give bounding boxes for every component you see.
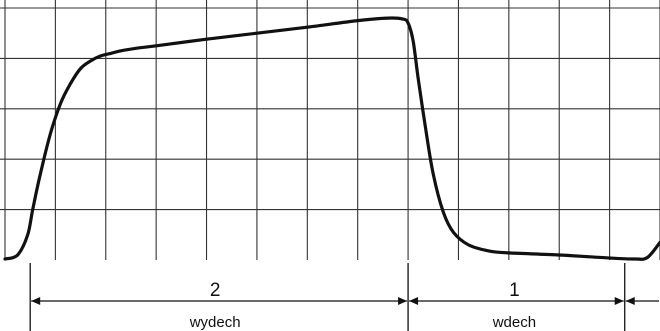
phase-label-inspiration: wdech [492,314,536,331]
chart-grid [0,0,660,260]
series-line-breath-curve [3,16,660,261]
phase-number-expiration: 2 [210,280,221,301]
arrowhead-left-inspiration [409,297,419,305]
dimension-annotations: 2 wydech 1 wdech [29,263,659,331]
arrowhead-right-inspiration [614,297,624,305]
phase-label-expiration: wydech [189,314,241,331]
phase-number-inspiration: 1 [509,280,520,301]
arrowhead-right-expiration [398,297,408,305]
arrowhead-continuation [625,297,635,305]
arrowhead-left-expiration [31,297,41,305]
